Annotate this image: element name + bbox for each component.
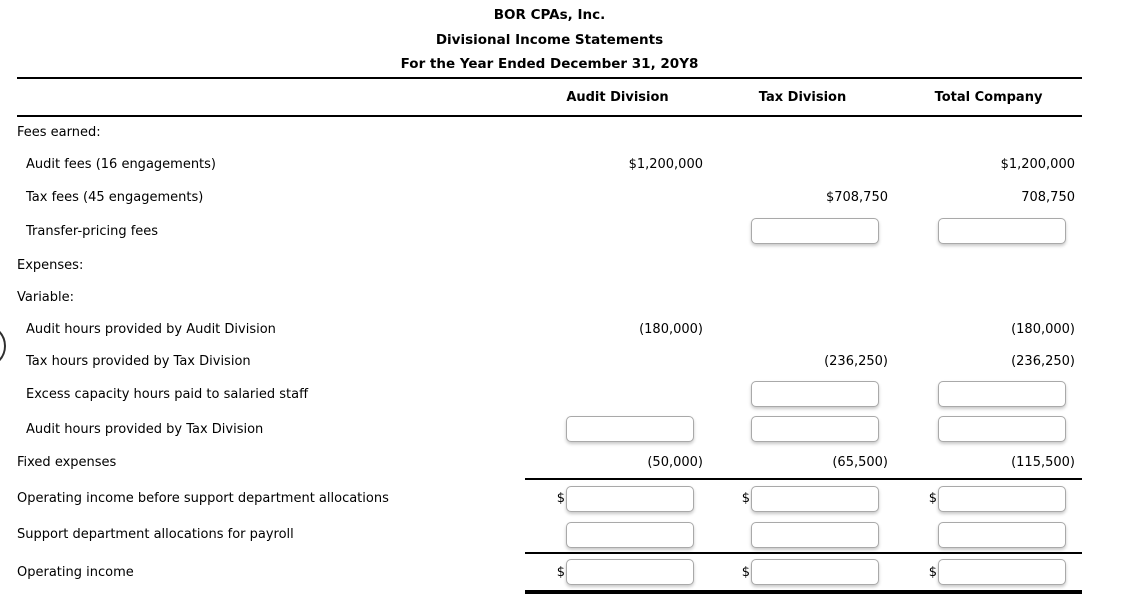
operating-income-total-input[interactable] xyxy=(938,559,1066,585)
audit-hours-tax-division-audit-input[interactable] xyxy=(566,416,694,442)
audit-hours-tax-division-label: Audit hours provided by Tax Division xyxy=(26,421,264,437)
dollar-sign: $ xyxy=(741,491,750,506)
statement-header: BOR CPAs, Inc. Divisional Income Stateme… xyxy=(17,0,1082,77)
row-variable: Variable: xyxy=(17,281,1082,313)
transfer-pricing-fees-label: Transfer-pricing fees xyxy=(26,223,159,239)
row-operating-income-before-allocations: Operating income before support departme… xyxy=(17,480,1082,517)
operating-income-before-audit-input[interactable] xyxy=(566,485,694,512)
tax-fees-tax-value: $708,750 xyxy=(825,189,888,205)
tax-hours-tax-division-total-value: (236,250) xyxy=(1011,353,1075,369)
support-allocations-tax-input[interactable] xyxy=(751,521,879,548)
audit-hours-tax-division-total-input[interactable] xyxy=(938,416,1066,442)
row-expenses: Expenses: xyxy=(17,249,1082,281)
dollar-sign: $ xyxy=(556,564,565,580)
column-header-audit-division: Audit Division xyxy=(566,89,669,105)
statement-title: Divisional Income Statements xyxy=(435,31,664,48)
company-name: BOR CPAs, Inc. xyxy=(493,7,606,23)
tax-hours-tax-division-tax-value: (236,250) xyxy=(824,353,888,369)
row-fixed-expenses: Fixed expenses (50,000) (65,500) (115,50… xyxy=(17,447,1082,478)
tax-fees-total-value: 708,750 xyxy=(1021,189,1075,205)
support-allocations-audit-input[interactable] xyxy=(566,521,694,548)
row-excess-capacity-hours: Excess capacity hours paid to salaried s… xyxy=(17,377,1082,411)
fixed-expenses-tax-value: (65,500) xyxy=(832,455,888,470)
column-header-total-company: Total Company xyxy=(934,89,1043,105)
support-department-allocations-label: Support department allocations for payro… xyxy=(17,527,294,542)
subtotal-rule-above-operating-income xyxy=(525,552,1082,554)
operating-income-before-tax-input[interactable] xyxy=(751,485,879,512)
row-tax-hours-tax-division: Tax hours provided by Tax Division (236,… xyxy=(17,345,1082,377)
operating-income-tax-input[interactable] xyxy=(751,559,879,585)
tax-hours-tax-division-label: Tax hours provided by Tax Division xyxy=(26,353,251,369)
operating-income-before-allocations-label: Operating income before support departme… xyxy=(17,491,389,506)
row-audit-hours-tax-division: Audit hours provided by Tax Division xyxy=(17,411,1082,447)
excess-capacity-tax-input[interactable] xyxy=(751,381,879,407)
operating-income-label: Operating income xyxy=(17,564,134,580)
tax-fees-label: Tax fees (45 engagements) xyxy=(26,189,204,205)
audit-hours-audit-division-total-value: (180,000) xyxy=(1011,321,1075,337)
support-allocations-total-input[interactable] xyxy=(938,521,1066,548)
excess-capacity-total-input[interactable] xyxy=(938,381,1066,407)
statement-period: For the Year Ended December 31, 20Y8 xyxy=(400,56,699,72)
audit-hours-audit-division-audit-value: (180,000) xyxy=(639,321,703,337)
audit-fees-audit-value: $1,200,000 xyxy=(628,157,703,172)
operating-income-before-total-input[interactable] xyxy=(938,485,1066,512)
row-support-department-allocations: Support department allocations for payro… xyxy=(17,517,1082,552)
audit-fees-label: Audit fees (16 engagements) xyxy=(26,157,216,172)
dollar-sign: $ xyxy=(556,491,565,506)
row-transfer-pricing-fees: Transfer-pricing fees xyxy=(17,213,1082,249)
audit-fees-total-value: $1,200,000 xyxy=(1000,157,1075,172)
fixed-expenses-label: Fixed expenses xyxy=(17,455,117,470)
variable-label: Variable: xyxy=(17,289,75,305)
subtotal-rule-above-operating-income-before xyxy=(525,478,1082,480)
excess-capacity-hours-label: Excess capacity hours paid to salaried s… xyxy=(26,386,309,402)
row-fees-earned: Fees earned: xyxy=(17,117,1082,148)
expenses-label: Expenses: xyxy=(17,257,84,273)
row-operating-income: Operating income $ $ $ xyxy=(17,554,1082,590)
dollar-sign: $ xyxy=(928,491,937,506)
audit-hours-audit-division-label: Audit hours provided by Audit Division xyxy=(26,321,276,337)
transfer-pricing-tax-input[interactable] xyxy=(751,218,879,244)
operating-income-audit-input[interactable] xyxy=(566,559,694,585)
row-tax-fees: Tax fees (45 engagements) $708,750 708,7… xyxy=(17,181,1082,213)
column-header-row: Audit Division Tax Division Total Compan… xyxy=(17,77,1082,117)
row-audit-fees: Audit fees (16 engagements) $1,200,000 $… xyxy=(17,148,1082,181)
audit-hours-tax-division-tax-input[interactable] xyxy=(751,416,879,442)
dollar-sign: $ xyxy=(928,564,937,580)
fees-earned-label: Fees earned: xyxy=(17,125,101,140)
divisional-income-statement: BOR CPAs, Inc. Divisional Income Stateme… xyxy=(17,0,1082,594)
dollar-sign: $ xyxy=(741,564,750,580)
row-audit-hours-audit-division: Audit hours provided by Audit Division (… xyxy=(17,313,1082,345)
fixed-expenses-total-value: (115,500) xyxy=(1011,455,1075,470)
cutoff-circle-artifact xyxy=(0,324,6,368)
fixed-expenses-audit-value: (50,000) xyxy=(647,455,703,470)
grand-total-double-rule xyxy=(525,590,1082,594)
transfer-pricing-total-input[interactable] xyxy=(938,218,1066,244)
column-header-tax-division: Tax Division xyxy=(758,89,847,105)
